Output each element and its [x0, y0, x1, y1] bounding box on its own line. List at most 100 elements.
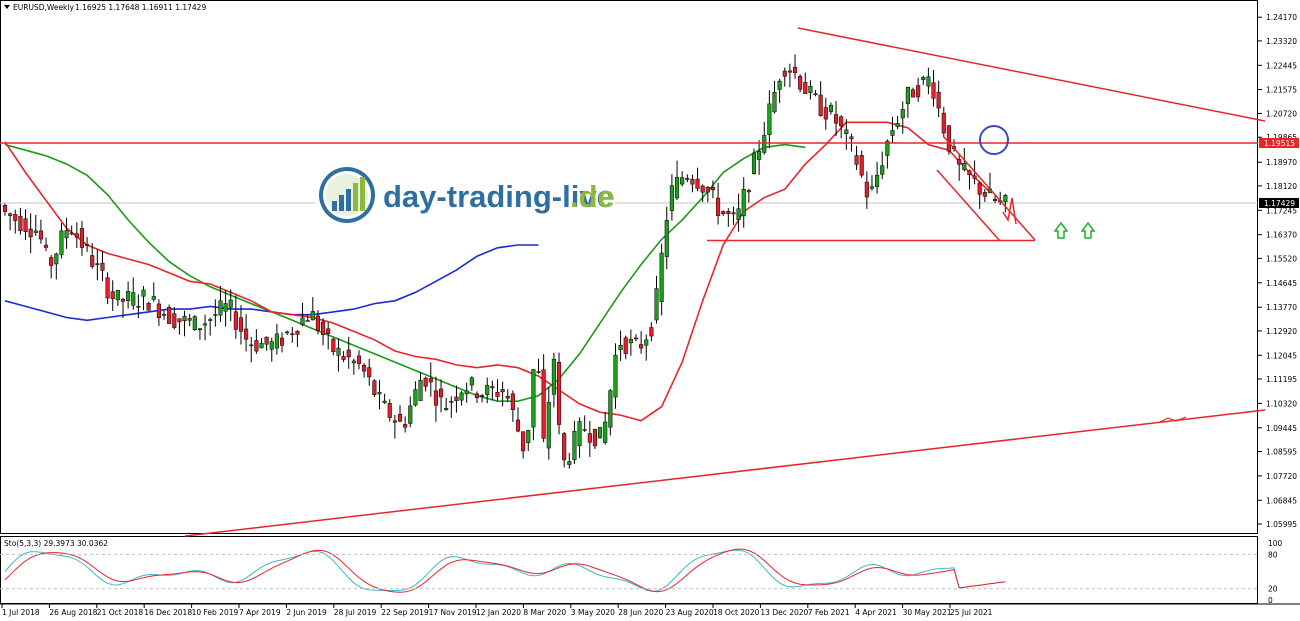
main-plot-frame [0, 0, 1258, 534]
candle [110, 280, 115, 312]
candle [192, 315, 197, 331]
x-tick-label: 16 Dec 2018 [144, 608, 192, 617]
candle [377, 379, 382, 410]
y-tick-label: 1.16370 [1266, 231, 1297, 240]
up-arrow-icon [1080, 221, 1096, 239]
upper-downtrend-line[interactable] [797, 27, 1266, 122]
candle [577, 417, 582, 458]
collapse-triangle-icon[interactable] [4, 5, 10, 9]
candle [834, 101, 839, 136]
up-arrow-icon [1053, 221, 1069, 239]
stochastic-oscillator [4, 548, 1006, 593]
y-tick-label: 1.18970 [1266, 158, 1297, 167]
x-tick-label: 8 Mar 2020 [523, 608, 566, 617]
y-tick-label: 1.06845 [1266, 496, 1297, 505]
candle [264, 336, 269, 351]
candle [982, 189, 987, 202]
candle [536, 358, 541, 374]
candlesticks [2, 54, 1008, 469]
x-tick-label: 7 Apr 2019 [239, 608, 281, 617]
candle [531, 369, 536, 441]
candle [664, 206, 669, 270]
candle [218, 285, 223, 323]
candle [526, 429, 531, 452]
candle [875, 161, 880, 194]
logo-tld: .de [570, 179, 615, 214]
candle [798, 74, 803, 93]
candle [228, 289, 233, 322]
candle [505, 389, 510, 402]
candle [946, 125, 951, 155]
candle [895, 115, 900, 130]
candle [782, 67, 787, 87]
logo: day-trading-live .de [315, 165, 615, 225]
candle [823, 97, 828, 130]
y-tick-label: 1.20720 [1266, 109, 1297, 118]
x-tick-label: 28 Jul 2019 [334, 608, 377, 617]
candle [808, 80, 813, 100]
candle [428, 362, 433, 397]
x-tick-label: 4 Apr 2021 [855, 608, 897, 617]
header-info: EURUSD,Weekly 1.16925 1.17648 1.16911 1.… [4, 3, 206, 12]
candle [439, 379, 444, 413]
candle [705, 185, 710, 203]
candle [305, 313, 310, 322]
candle [546, 387, 551, 460]
candle [844, 119, 849, 150]
y-tick-label: 1.12045 [1266, 351, 1297, 360]
x-tick-label: 21 Oct 2018 [97, 608, 144, 617]
channel-upper-line[interactable] [943, 136, 1036, 241]
candle [515, 407, 521, 433]
candle [403, 416, 408, 433]
ma-mid-line [4, 143, 806, 402]
candle [623, 335, 628, 360]
candle [474, 391, 480, 404]
candle [674, 160, 680, 200]
candle [495, 379, 500, 401]
x-tick-label: 26 Aug 2018 [49, 608, 97, 617]
y-tick-label: 1.19865 [1266, 133, 1297, 142]
candle [613, 343, 618, 409]
candle [900, 101, 905, 134]
candle [331, 337, 336, 356]
candle [59, 222, 64, 259]
y-tick-label: 1.22445 [1266, 61, 1297, 70]
candle [54, 252, 59, 280]
candle [592, 428, 598, 450]
candle [177, 318, 182, 335]
channel-lower-line[interactable] [936, 169, 1001, 242]
x-tick-label: 22 Sep 2019 [381, 608, 429, 617]
candle [556, 352, 562, 435]
lower-uptrend-line[interactable] [184, 409, 1266, 537]
candle [274, 323, 279, 355]
candle [290, 326, 295, 343]
candle [890, 116, 895, 143]
candle [295, 330, 300, 347]
candle [382, 393, 387, 405]
x-tick-label: 23 Aug 2020 [666, 608, 714, 617]
candle [187, 313, 192, 327]
candle [18, 207, 23, 235]
candle [249, 337, 254, 363]
level-price-tag: 1.19515 [1259, 138, 1299, 148]
candle [649, 322, 654, 342]
candle [156, 299, 161, 326]
candle [79, 221, 85, 256]
candle [716, 182, 721, 225]
candle [485, 377, 490, 404]
y-tick-label: 1.13770 [1266, 303, 1297, 312]
candle [772, 80, 777, 114]
candle [726, 208, 731, 227]
candle [161, 310, 167, 320]
candle [977, 181, 982, 209]
hand-drawn-arrow [1002, 197, 1017, 225]
candle [387, 399, 392, 422]
candle [700, 184, 705, 203]
candle [74, 222, 79, 249]
stoch-signal-line [4, 548, 1006, 593]
candle [120, 297, 126, 318]
candle [818, 81, 823, 117]
candle [762, 121, 767, 155]
candle [310, 297, 315, 321]
